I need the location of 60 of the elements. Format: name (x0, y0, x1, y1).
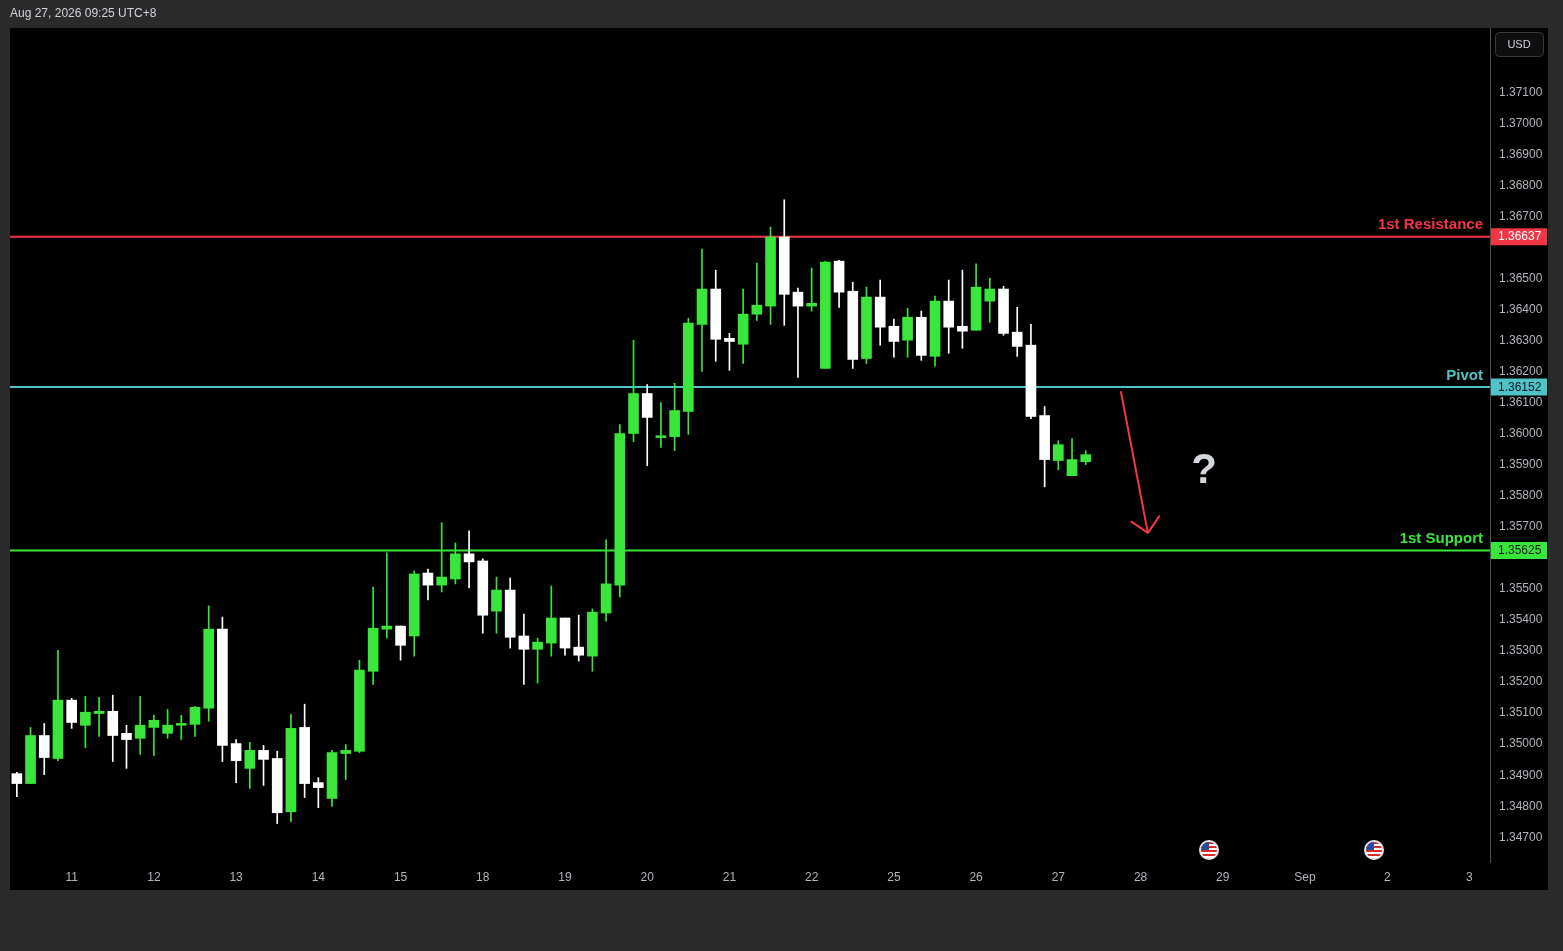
y-tick-label: 1.36300 (1499, 333, 1543, 348)
x-tick-label: 27 (1051, 869, 1066, 884)
x-tick-label: 12 (147, 869, 161, 884)
candlestick (655, 402, 667, 448)
x-tick-label: 26 (969, 869, 984, 884)
x-tick-label: 28 (1133, 869, 1148, 884)
x-tick-label: 19 (558, 869, 572, 884)
y-tick-label: 1.36100 (1499, 395, 1543, 410)
x-tick-label: 15 (393, 869, 408, 884)
y-tick-label: 1.36900 (1499, 147, 1543, 162)
x-tick-label: 11 (65, 869, 79, 884)
candlestick (463, 530, 475, 589)
x-tick-label: 13 (229, 869, 244, 884)
candlestick (792, 287, 804, 378)
text: Aug 27, 2026 09:25 UTC+8 (10, 6, 157, 21)
x-tick-label: 14 (311, 869, 326, 884)
y-tick-label: 1.35500 (1499, 581, 1543, 596)
x-tick-label: 2 (1383, 869, 1391, 884)
y-tick-label: 1.35100 (1499, 705, 1543, 720)
x-tick-label: 20 (640, 869, 655, 884)
ref-line-label: 1st Resistance (1377, 215, 1483, 233)
x-tick-label: 21 (722, 869, 737, 884)
y-tick-label: 1.35000 (1499, 736, 1543, 751)
x-tick-label: 29 (1216, 869, 1230, 884)
x-tick-label: 18 (476, 869, 490, 884)
y-tick-label: 1.35300 (1499, 643, 1543, 658)
candlestick (148, 715, 160, 756)
y-tick-label: 1.36200 (1499, 364, 1543, 379)
y-tick-label: 1.34800 (1499, 798, 1543, 813)
candlestick (93, 697, 105, 737)
ref-line-label: Pivot (1446, 365, 1483, 383)
y-tick-label: 1.36800 (1499, 178, 1543, 193)
y-tick-label: 1.36700 (1499, 209, 1543, 224)
x-tick-label: 25 (887, 869, 901, 884)
candlestick (340, 744, 352, 780)
x-tick-label: 3 (1466, 869, 1474, 884)
y-tick-label: 1.36000 (1499, 426, 1543, 441)
candlestick (518, 613, 530, 685)
text: 1.36637 (1498, 229, 1542, 244)
text: 1.36152 (1498, 379, 1542, 394)
candlestick (175, 715, 187, 740)
x-tick-label: 22 (804, 869, 819, 884)
y-tick-label: 1.36500 (1499, 271, 1543, 286)
y-tick-label: 1.35800 (1499, 488, 1543, 503)
y-tick-label: 1.35700 (1499, 519, 1543, 534)
ref-line-label: 1st Support (1399, 529, 1483, 547)
candlestick (573, 614, 585, 662)
y-tick-label: 1.35400 (1499, 612, 1543, 627)
y-tick-label: 1.34700 (1499, 829, 1543, 844)
y-tick-label: 1.35900 (1499, 457, 1543, 472)
y-tick-label: 1.36400 (1499, 302, 1543, 317)
y-tick-label: 1.34900 (1499, 767, 1543, 782)
y-axis-title: USD (1507, 38, 1531, 51)
y-tick-label: 1.35200 (1499, 674, 1543, 689)
y-tick-label: 1.37000 (1499, 116, 1543, 131)
x-tick-label: Sep (1294, 869, 1316, 884)
candlestick (134, 696, 146, 755)
text: 1.35625 (1498, 543, 1542, 558)
y-tick-label: 1.37100 (1499, 85, 1543, 100)
annotation: ? (1191, 445, 1217, 493)
